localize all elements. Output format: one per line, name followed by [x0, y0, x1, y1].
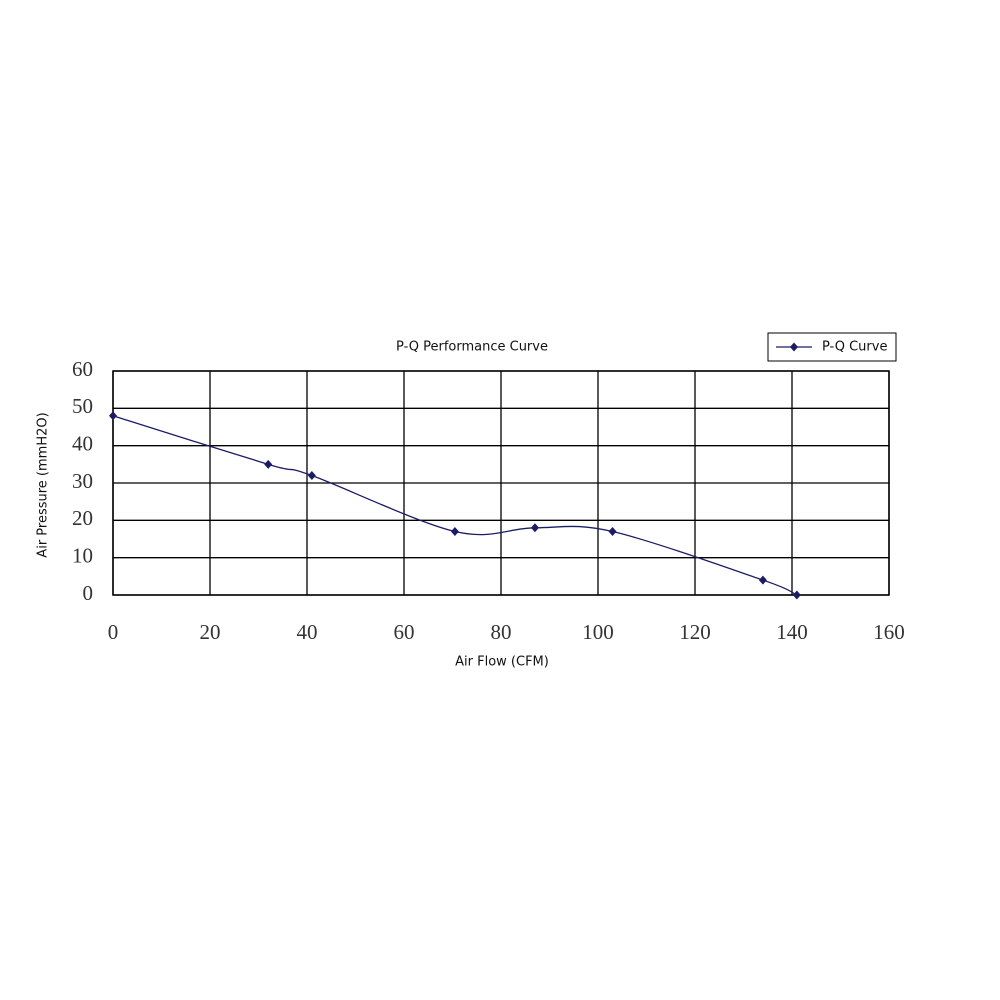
x-tick-label: 80	[491, 620, 512, 644]
data-point	[109, 411, 117, 421]
y-tick-label: 50	[72, 394, 93, 418]
y-tick-label: 0	[83, 581, 94, 605]
legend-marker	[790, 342, 798, 352]
data-point	[264, 459, 273, 469]
y-tick-label: 60	[72, 357, 93, 381]
x-tick-label: 100	[582, 620, 614, 644]
x-tick-label: 20	[200, 620, 221, 644]
data-point	[530, 523, 539, 533]
y-tick-label: 20	[72, 506, 93, 530]
chart-title: P-Q Performance Curve	[396, 340, 548, 355]
y-tick-label: 10	[72, 543, 93, 567]
y-axis-label: Air Pressure (mmH2O)	[36, 412, 51, 557]
data-point	[792, 590, 801, 600]
data-point	[758, 575, 767, 585]
x-tick-label: 60	[394, 620, 415, 644]
x-tick-label: 120	[679, 620, 711, 644]
x-axis-label: Air Flow (CFM)	[455, 655, 549, 670]
x-tick-label: 0	[108, 620, 119, 644]
legend-label: P-Q Curve	[822, 340, 887, 355]
data-point	[450, 527, 459, 537]
plot-border	[112, 370, 890, 596]
x-tick-label: 160	[873, 620, 905, 644]
y-tick-label: 40	[72, 431, 93, 455]
x-tick-label: 40	[297, 620, 318, 644]
data-point	[307, 471, 316, 481]
x-tick-label: 140	[776, 620, 808, 644]
data-point	[608, 527, 617, 537]
y-tick-label: 30	[72, 469, 93, 493]
